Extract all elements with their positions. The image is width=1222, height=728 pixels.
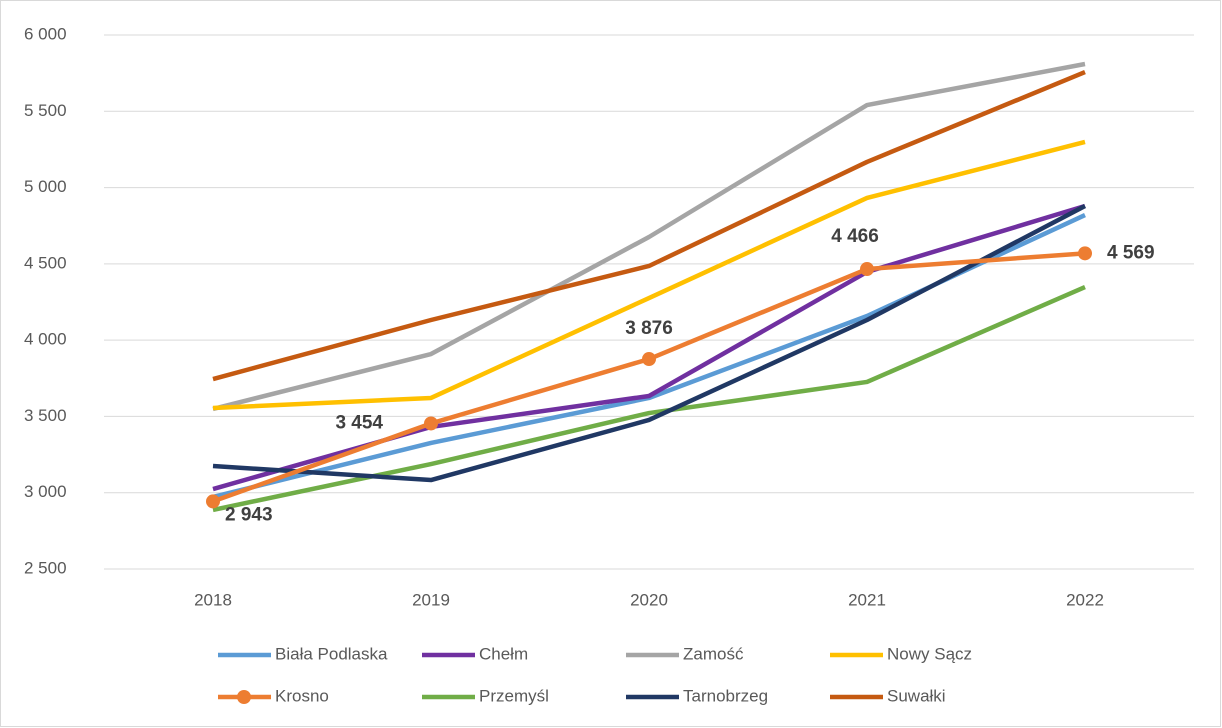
legend-label: Zamość	[683, 644, 744, 663]
legend-label: Biała Podlaska	[275, 644, 388, 663]
y-tick-label: 3 000	[24, 482, 67, 501]
y-tick-label: 5 000	[24, 177, 67, 196]
x-tick-label: 2022	[1066, 590, 1104, 609]
y-tick-label: 4 000	[24, 330, 67, 349]
y-tick-label: 4 500	[24, 253, 67, 272]
legend-label: Suwałki	[887, 686, 946, 705]
data-label: 2 943	[225, 504, 273, 525]
legend-marker	[237, 690, 251, 704]
data-point	[642, 352, 656, 367]
legend-label: Przemyśl	[479, 686, 549, 705]
x-tick-label: 2021	[848, 590, 886, 609]
y-tick-label: 6 000	[24, 24, 67, 43]
data-point	[206, 494, 220, 509]
x-tick-label: 2019	[412, 590, 450, 609]
series-line	[212, 69, 1086, 382]
x-tick-label: 2018	[194, 590, 232, 609]
series-line	[212, 204, 1087, 483]
y-tick-label: 2 500	[24, 558, 67, 577]
data-label: 3 876	[625, 318, 673, 339]
x-tick-label: 2020	[630, 590, 668, 609]
legend-label: Chełm	[479, 644, 528, 663]
data-label: 4 466	[831, 226, 879, 247]
series-line	[212, 284, 1086, 513]
series-line	[212, 139, 1086, 411]
data-label: 4 569	[1107, 242, 1155, 263]
series-line	[212, 61, 1086, 412]
data-point	[1078, 246, 1092, 261]
legend-label: Tarnobrzeg	[683, 686, 768, 705]
data-label: 3 454	[335, 412, 383, 433]
legend-label: Nowy Sącz	[887, 644, 972, 663]
y-tick-label: 3 500	[24, 406, 67, 425]
y-tick-label: 5 500	[24, 101, 67, 120]
data-point	[424, 416, 438, 431]
data-point	[860, 262, 874, 277]
legend-label: Krosno	[275, 686, 329, 705]
